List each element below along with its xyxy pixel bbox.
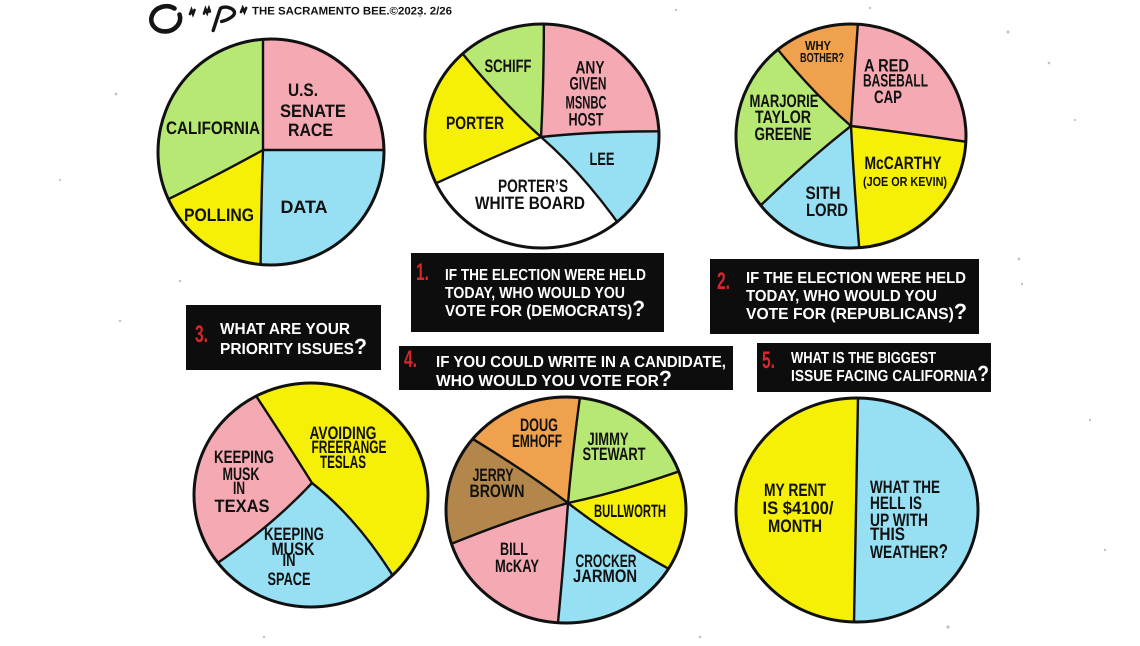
svg-text:AVOIDING: AVOIDING	[310, 423, 377, 443]
svg-text:TODAY, WHO WOULD YOU: TODAY, WHO WOULD YOU	[445, 285, 625, 302]
svg-text:GIVEN: GIVEN	[570, 74, 607, 94]
svg-text:KEEPING: KEEPING	[264, 524, 324, 544]
svg-text:MY RENT: MY RENT	[764, 480, 826, 500]
svg-text:WHAT ARE YOUR: WHAT ARE YOUR	[220, 321, 350, 338]
svg-text:2.: 2.	[717, 268, 730, 295]
svg-text:SITH: SITH	[806, 183, 841, 203]
svg-text:IN: IN	[283, 550, 296, 570]
svg-text:WHY: WHY	[805, 38, 831, 53]
svg-text:ANY: ANY	[576, 58, 605, 78]
svg-text:CAP: CAP	[874, 87, 902, 107]
svg-text:DOUG: DOUG	[520, 415, 558, 435]
svg-text:DATA: DATA	[281, 197, 328, 217]
svg-text:TODAY, WHO WOULD YOU: TODAY, WHO WOULD YOU	[746, 288, 937, 305]
svg-text:IS $4100/: IS $4100/	[763, 498, 834, 518]
svg-text:FREERANGE: FREERANGE	[312, 437, 387, 457]
svg-text:M​cCARTHY: M​cCARTHY	[865, 153, 942, 173]
svg-text:CALIFORNIA: CALIFORNIA	[166, 118, 260, 138]
svg-text:BULLWORTH: BULLWORTH	[594, 501, 666, 521]
svg-text:WHITE BOARD: WHITE BOARD	[475, 193, 585, 213]
svg-text:KEEPING: KEEPING	[214, 447, 274, 467]
svg-text:IF YOU COULD WRITE IN A CANDID: IF YOU COULD WRITE IN A CANDIDATE,	[436, 354, 726, 371]
svg-text:PORTER’S: PORTER’S	[498, 176, 568, 196]
svg-text:SCHIFF: SCHIFF	[485, 56, 532, 76]
svg-text:TEXAS: TEXAS	[215, 496, 270, 516]
svg-text:WEATHER?: WEATHER?	[870, 541, 948, 563]
svg-text:SENATE: SENATE	[280, 101, 346, 121]
svg-text:IN: IN	[233, 478, 245, 498]
svg-text:JERRY: JERRY	[473, 465, 514, 485]
svg-text:LEE: LEE	[590, 149, 615, 169]
svg-text:POLLING: POLLING	[184, 205, 254, 225]
svg-text:WHAT IS THE BIGGEST: WHAT IS THE BIGGEST	[791, 350, 936, 367]
svg-text:3.: 3.	[195, 321, 208, 348]
svg-text:1.: 1.	[416, 259, 429, 286]
svg-text:JIMMY: JIMMY	[588, 429, 629, 449]
svg-text:5.: 5.	[762, 347, 775, 374]
svg-text:TAYLOR: TAYLOR	[755, 107, 811, 127]
svg-text:IF THE ELECTION WERE HELD: IF THE ELECTION WERE HELD	[746, 270, 966, 287]
svg-text:SPACE: SPACE	[268, 569, 311, 589]
svg-text:PORTER: PORTER	[446, 113, 504, 133]
svg-text:WHAT THE: WHAT THE	[870, 477, 940, 497]
svg-text:LORD: LORD	[806, 200, 848, 220]
svg-text:U.S.: U.S.	[288, 80, 318, 100]
svg-text:4.: 4.	[404, 346, 417, 373]
svg-text:BROWN: BROWN	[470, 481, 525, 501]
svg-text:STEWART: STEWART	[583, 444, 646, 464]
svg-text:HELL IS: HELL IS	[870, 493, 922, 513]
svg-text:RACE: RACE	[288, 120, 333, 140]
svg-text:M​cKAY: M​cKAY	[495, 556, 539, 576]
svg-text:CROCKER: CROCKER	[576, 551, 637, 571]
svg-text:MUSK: MUSK	[272, 539, 315, 559]
svg-text:BILL: BILL	[500, 539, 528, 559]
svg-text:MARJORIE: MARJORIE	[750, 91, 819, 111]
svg-text:BASEBALL: BASEBALL	[863, 71, 928, 91]
svg-text:UP WITH: UP WITH	[870, 510, 928, 530]
svg-text:MSNBC: MSNBC	[566, 93, 607, 113]
svg-text:A RED: A RED	[864, 56, 909, 76]
svg-text:BOTHER?: BOTHER?	[800, 50, 844, 65]
svg-text:MUSK: MUSK	[223, 464, 260, 484]
svg-text:JARMON: JARMON	[573, 566, 637, 586]
svg-text:MONTH: MONTH	[768, 516, 822, 536]
svg-text:GREENE: GREENE	[755, 124, 812, 144]
svg-text:TESLAS: TESLAS	[320, 452, 366, 472]
svg-text:HOST: HOST	[569, 110, 604, 130]
svg-text:THE SACRAMENTO BEE.©2023. 2/26: THE SACRAMENTO BEE.©2023. 2/26	[252, 6, 452, 18]
svg-text:THIS: THIS	[870, 524, 905, 544]
svg-text:EMHOFF: EMHOFF	[512, 431, 562, 451]
svg-text:(JOE OR KEVIN): (JOE OR KEVIN)	[863, 174, 947, 189]
svg-text:IF THE ELECTION WERE HELD: IF THE ELECTION WERE HELD	[445, 267, 646, 284]
